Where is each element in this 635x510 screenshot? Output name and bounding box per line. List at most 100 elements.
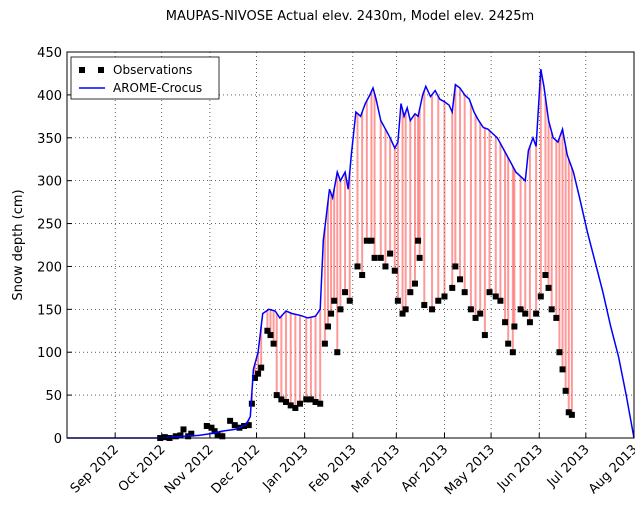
observation-point — [548, 306, 555, 313]
observation-point — [317, 400, 324, 407]
y-tick-label: 300 — [37, 175, 62, 190]
y-tick-label: 100 — [37, 346, 62, 361]
model-line — [67, 69, 635, 439]
observation-point — [208, 424, 215, 431]
observation-point — [324, 323, 331, 330]
observation-point — [517, 306, 524, 313]
observation-point — [505, 340, 512, 347]
y-tick-label: 400 — [37, 89, 62, 104]
observation-point — [203, 422, 210, 429]
observation-point — [270, 340, 277, 347]
observation-point — [342, 289, 349, 296]
observation-point — [354, 263, 361, 270]
observation-point — [264, 327, 271, 334]
y-tick-label: 250 — [37, 218, 62, 233]
legend-label: AROME-Crocus — [113, 81, 202, 95]
observation-point — [411, 280, 418, 287]
observation-point — [559, 366, 566, 373]
observation-point — [467, 306, 474, 313]
observation-point — [214, 432, 221, 439]
observation-point — [255, 370, 262, 377]
observation-point — [368, 237, 375, 244]
observation-point — [441, 293, 448, 300]
observation-point — [382, 263, 389, 270]
observation-point — [402, 306, 409, 313]
observation-point — [486, 289, 493, 296]
observation-point — [497, 297, 504, 304]
observation-point — [278, 396, 285, 403]
observation-point — [231, 422, 238, 429]
observation-point — [562, 387, 569, 394]
observation-point — [307, 396, 314, 403]
observation-point — [297, 400, 304, 407]
x-tick-label: Jan 2013 — [260, 442, 312, 494]
observation-point — [568, 411, 575, 418]
legend-box — [70, 56, 220, 100]
observation-point — [472, 314, 479, 321]
observation-point — [321, 340, 328, 347]
observation-point — [511, 323, 518, 330]
y-tick-label: 350 — [37, 132, 62, 147]
observation-point — [267, 332, 274, 339]
x-tick-label: Aug 2013 — [586, 442, 635, 497]
x-tick-label: May 2013 — [442, 442, 498, 498]
observation-point — [346, 297, 353, 304]
observation-point — [565, 409, 572, 416]
observation-point — [177, 432, 184, 439]
y-tick-label: 0 — [54, 432, 62, 447]
observation-point — [180, 426, 187, 433]
observation-point — [553, 314, 560, 321]
observation-point — [258, 364, 265, 371]
observation-point — [251, 374, 258, 381]
chart-title: MAUPAS-NIVOSE Actual elev. 2430m, Model … — [166, 9, 534, 24]
x-tick-label: Sep 2012 — [68, 442, 122, 496]
observation-point — [415, 237, 422, 244]
observation-point — [407, 289, 414, 296]
observation-point — [359, 272, 366, 279]
observation-point — [556, 349, 563, 356]
observation-point — [273, 392, 280, 399]
observation-point — [371, 254, 378, 261]
observation-point — [377, 254, 384, 261]
observation-point — [331, 297, 338, 304]
observation-point — [334, 349, 341, 356]
observation-point — [328, 310, 335, 317]
y-tick-label: 200 — [37, 260, 62, 275]
observation-point — [449, 284, 456, 291]
observation-point — [394, 297, 401, 304]
observation-point — [452, 263, 459, 270]
legend-swatch — [79, 67, 85, 73]
observation-point — [188, 430, 195, 437]
legend-label: Observations — [113, 63, 192, 77]
plot-frame — [66, 51, 635, 439]
observation-point — [211, 428, 218, 435]
observation-point — [337, 306, 344, 313]
observation-point — [245, 422, 252, 429]
observation-point — [227, 417, 234, 424]
x-tick-label: Jun 2013 — [494, 442, 546, 494]
legend-swatch — [98, 67, 104, 73]
observation-point — [461, 289, 468, 296]
observation-point — [283, 398, 290, 405]
observation-point — [481, 332, 488, 339]
observation-point — [363, 237, 370, 244]
y-axis-label: Snow depth (cm) — [11, 189, 26, 300]
observation-point — [533, 310, 540, 317]
observation-point — [303, 396, 310, 403]
observation-point — [287, 402, 294, 409]
observation-point — [509, 349, 516, 356]
observation-point — [542, 272, 549, 279]
observation-point — [526, 319, 533, 326]
observation-point — [545, 284, 552, 291]
x-tick-label: Dec 2012 — [209, 442, 264, 497]
x-tick-label: Oct 2012 — [116, 442, 169, 495]
x-tick-label: Jul 2013 — [544, 442, 593, 491]
observation-point — [492, 293, 499, 300]
observation-point — [457, 276, 464, 283]
observation-point — [391, 267, 398, 274]
observation-point — [477, 310, 484, 317]
x-tick-label: Nov 2012 — [162, 442, 217, 497]
observation-point — [312, 398, 319, 405]
observation-point — [416, 254, 423, 261]
observation-point — [219, 433, 226, 440]
